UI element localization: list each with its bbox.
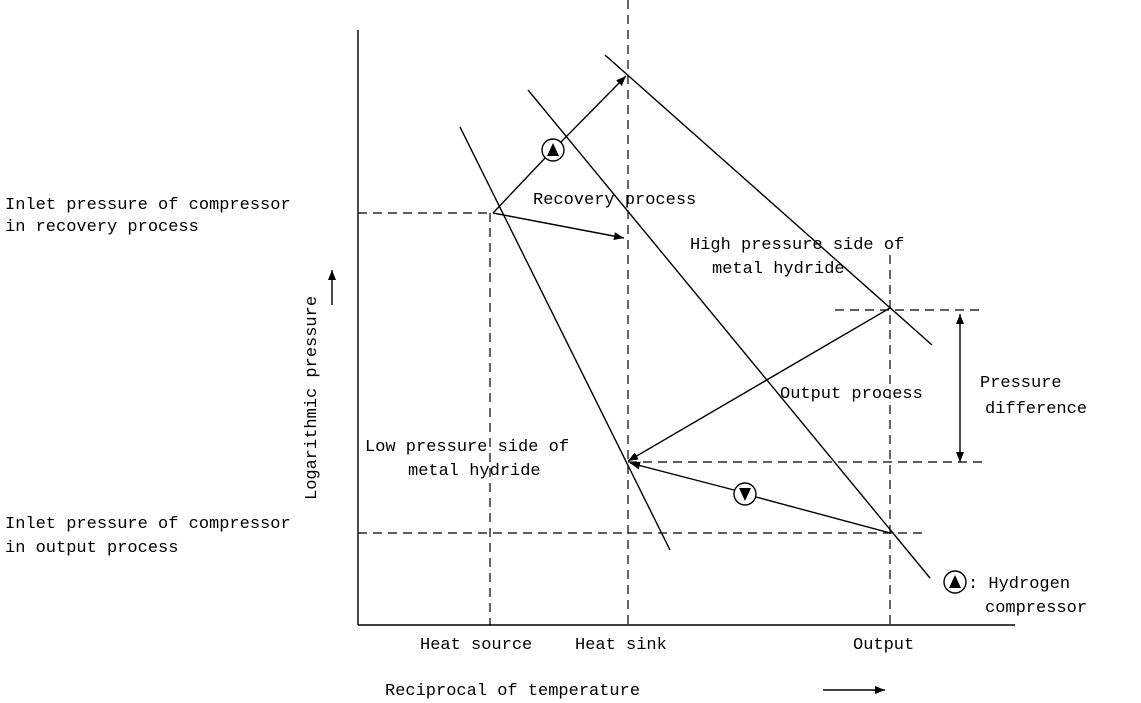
label: metal hydride: [408, 462, 541, 481]
x-label: Heat sink: [575, 636, 667, 655]
label: Inlet pressure of compressor: [5, 196, 291, 215]
label: Recovery process: [533, 191, 696, 210]
label: metal hydride: [712, 260, 845, 279]
label: Output process: [780, 385, 923, 404]
isosteres: [459, 54, 933, 579]
legend-label: compressor: [985, 599, 1087, 618]
compressor-icon: [733, 482, 757, 506]
label: Pressure: [980, 374, 1062, 393]
x-label: Output: [853, 636, 914, 655]
legend-icon: [943, 570, 967, 594]
guides: [358, 0, 985, 625]
legend-label: : Hydrogen: [968, 575, 1070, 594]
process-arrows: [492, 75, 964, 534]
y-axis-label: Logarithmic pressure: [303, 296, 322, 500]
label: High pressure side of: [690, 236, 904, 255]
label: Low pressure side of: [365, 438, 569, 457]
compressor-icon: [541, 138, 565, 162]
x-axis-label: Reciprocal of temperature: [385, 682, 640, 701]
x-label: Heat source: [420, 636, 532, 655]
label: Inlet pressure of compressor: [5, 515, 291, 534]
label: difference: [985, 400, 1087, 419]
label: in output process: [5, 539, 178, 558]
label: in recovery process: [5, 218, 199, 237]
